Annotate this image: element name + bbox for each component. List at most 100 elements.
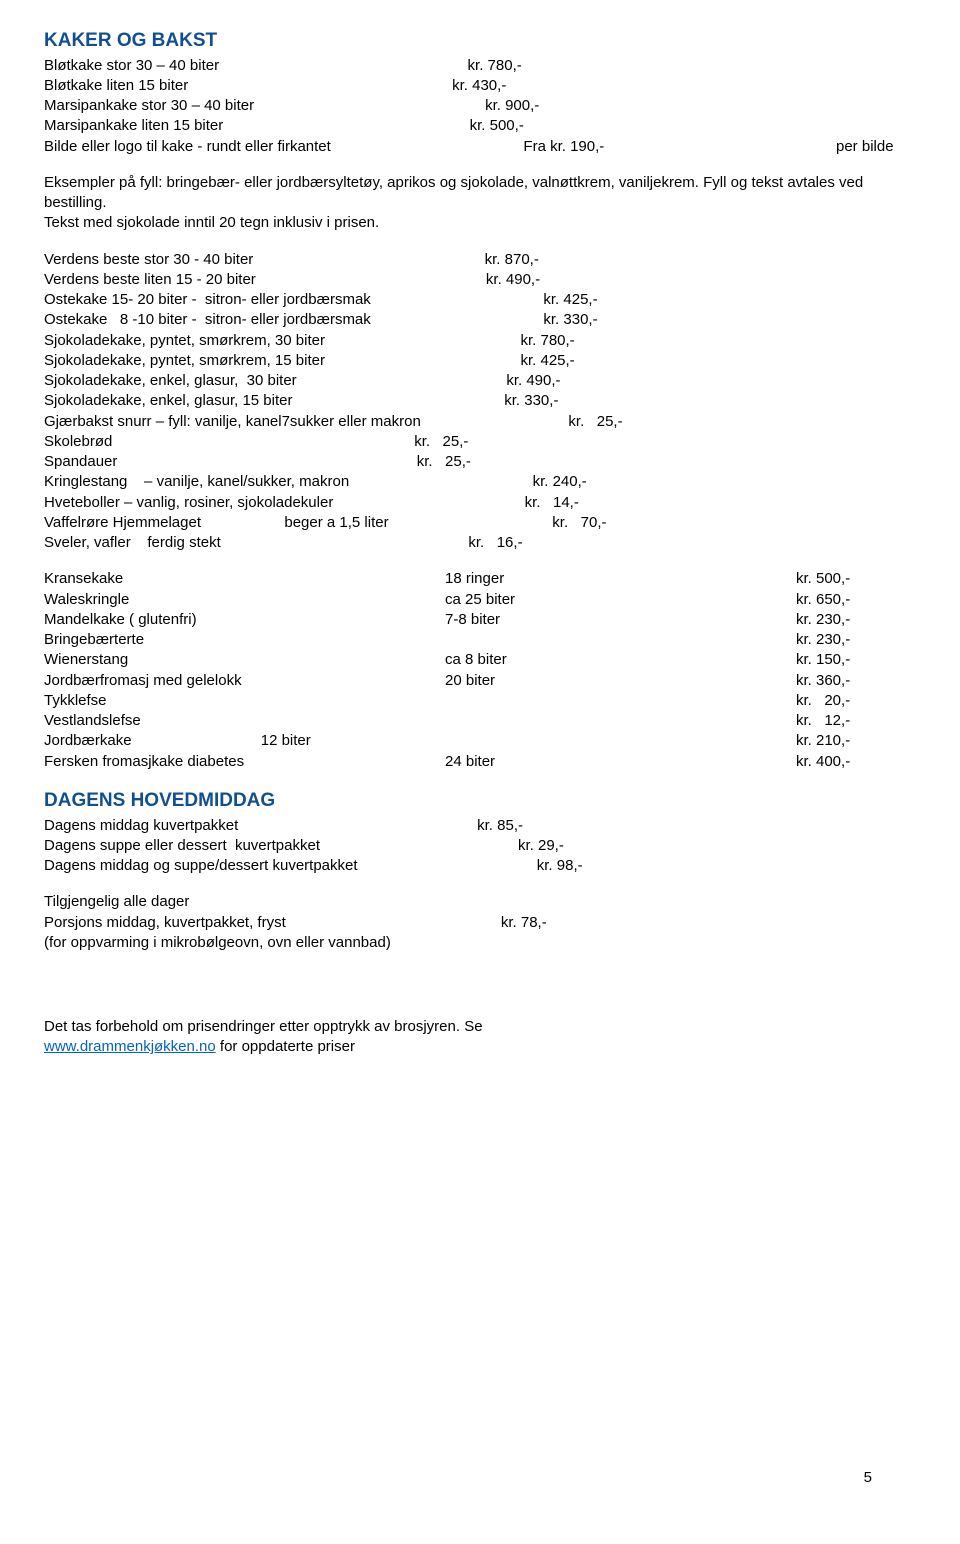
item-mid: 20 biter [445, 671, 725, 691]
item-label: Verdens beste stor 30 - 40 biter [44, 250, 253, 270]
item-price: kr. 12,- [796, 711, 916, 731]
item-mid: 7-8 biter [445, 610, 725, 630]
item-price: kr. 85,- [477, 816, 597, 836]
item-label: Sjokoladekake, pyntet, smørkrem, 15 bite… [44, 351, 325, 371]
footer-link[interactable]: www.drammenkjøkken.no [44, 1038, 216, 1055]
item-mid [445, 711, 725, 731]
spacer [44, 876, 916, 892]
item-price: kr. 780,- [520, 331, 640, 351]
item-label: Sjokoladekake, enkel, glasur, 15 biter [44, 391, 293, 411]
item-price: kr. 29,- [518, 836, 638, 856]
item-label: Vestlandslefse [44, 711, 374, 731]
item-label: Jordbærfromasj med gelelokk [44, 671, 374, 691]
item-label: Bilde eller logo til kake - rundt eller … [44, 137, 331, 157]
item-label: Bløtkake liten 15 biter [44, 76, 188, 96]
item-label: Vaffelrøre Hjemmelaget beger a 1,5 liter [44, 513, 389, 533]
price-row: Marsipankake stor 30 – 40 biterkr. 900,- [44, 96, 916, 116]
item-label: Marsipankake stor 30 – 40 biter [44, 96, 254, 116]
price-row: Bilde eller logo til kake - rundt eller … [44, 137, 916, 157]
price-row: Sveler, vafler ferdig stektkr. 16,- [44, 533, 916, 553]
item-label: Sjokoladekake, pyntet, smørkrem, 30 bite… [44, 331, 325, 351]
item-price: kr. 870,- [485, 250, 605, 270]
paragraph-fyll: Eksempler på fyll: bringebær- eller jord… [44, 173, 916, 234]
item-price: kr. 500,- [470, 116, 590, 136]
item-price: Fra kr. 190,- [523, 137, 643, 157]
item-label: Kringlestang – vanilje, kanel/sukker, ma… [44, 472, 349, 492]
item-mid: ca 25 biter [445, 590, 725, 610]
item-price: kr. 20,- [796, 691, 916, 711]
item-price: kr. 425,- [543, 290, 663, 310]
section-kaker: KAKER OG BAKST Bløtkake stor 30 – 40 bit… [44, 28, 916, 772]
item-price [553, 933, 673, 953]
item-label: Dagens suppe eller dessert kuvertpakket [44, 836, 320, 856]
page-number: 5 [864, 1468, 872, 1488]
price-row: (for oppvarming i mikrobølgeovn, ovn ell… [44, 933, 916, 953]
item-label: Sjokoladekake, enkel, glasur, 30 biter [44, 371, 297, 391]
price-list-1: Bløtkake stor 30 – 40 biterkr. 780,-Bløt… [44, 56, 916, 157]
item-price: kr. 150,- [796, 650, 916, 670]
price-row: Bløtkake stor 30 – 40 biterkr. 780,- [44, 56, 916, 76]
item-label: Tykklefse [44, 691, 374, 711]
price-list-4: Dagens middag kuvertpakketkr. 85,-Dagens… [44, 816, 916, 877]
item-price: kr. 330,- [504, 391, 624, 411]
item-label: Kransekake [44, 569, 374, 589]
item-price: kr. 425,- [520, 351, 640, 371]
price-row: Verdens beste liten 15 - 20 biterkr. 490… [44, 270, 916, 290]
item-price: kr. 780,- [468, 56, 588, 76]
item-mid [445, 691, 725, 711]
item-price: kr. 490,- [506, 371, 626, 391]
item-mid [445, 630, 725, 650]
price-row: Mandelkake ( glutenfri) 7-8 biter kr. 230,… [44, 610, 916, 630]
price-row: Skolebrødkr. 25,- [44, 432, 916, 452]
price-row: Hveteboller – vanlig, rosiner, sjokolade… [44, 493, 916, 513]
price-row: Dagens middag og suppe/dessert kuvertpak… [44, 856, 916, 876]
item-mid [445, 731, 725, 751]
price-row: Gjærbakst snurr – fyll: vanilje, kanel7s… [44, 412, 916, 432]
section-title-kaker: KAKER OG BAKST [44, 28, 916, 54]
price-row: Sjokoladekake, pyntet, smørkrem, 15 bite… [44, 351, 916, 371]
item-mid: 18 ringer [445, 569, 725, 589]
price-row: Ostekake 15- 20 biter - sitron- eller jo… [44, 290, 916, 310]
price-row: Sjokoladekake, enkel, glasur, 15 biter kr… [44, 391, 916, 411]
item-price: kr. 500,- [796, 569, 916, 589]
item-price: kr. 400,- [796, 752, 916, 772]
item-price: kr. 98,- [537, 856, 657, 876]
item-price: kr. 230,- [796, 630, 916, 650]
section-middag: DAGENS HOVEDMIDDAG Dagens middag kuvertp… [44, 788, 916, 953]
price-row: Spandauer kr. 25,- [44, 452, 916, 472]
item-label: Porsjons middag, kuvertpakket, fryst [44, 913, 286, 933]
section-title-middag: DAGENS HOVEDMIDDAG [44, 788, 916, 814]
spacer [44, 553, 916, 569]
price-row: Marsipankake liten 15 biterkr. 500,- [44, 116, 916, 136]
item-label: Tilgjengelig alle dager [44, 892, 189, 912]
item-price: kr. 14,- [525, 493, 645, 513]
item-label: Ostekake 15- 20 biter - sitron- eller jo… [44, 290, 371, 310]
item-label: (for oppvarming i mikrobølgeovn, ovn ell… [44, 933, 391, 953]
item-label: Fersken fromasjkake diabetes [44, 752, 374, 772]
price-row: Ostekake 8 -10 biter - sitron- eller jor… [44, 310, 916, 330]
item-extra: per bilde [836, 137, 916, 157]
item-price: kr. 650,- [796, 590, 916, 610]
item-price: kr. 25,- [568, 412, 688, 432]
item-mid: ca 8 biter [445, 650, 725, 670]
price-row: Vaffelrøre Hjemmelaget beger a 1,5 liter… [44, 513, 916, 533]
item-label: Hveteboller – vanlig, rosiner, sjokolade… [44, 493, 333, 513]
item-label: Dagens middag og suppe/dessert kuvertpak… [44, 856, 358, 876]
price-row: Tykklefse kr. 20,- [44, 691, 916, 711]
item-label: Mandelkake ( glutenfri) [44, 610, 374, 630]
price-row: Fersken fromasjkake diabetes24 biterkr. … [44, 752, 916, 772]
item-price: kr. 78,- [501, 913, 621, 933]
item-label: Jordbærkake 12 biter [44, 731, 374, 751]
price-row: Porsjons middag, kuvertpakket, fryst kr. … [44, 913, 916, 933]
item-price: kr. 230,- [796, 610, 916, 630]
price-list-3: Kransekake18 ringerkr. 500,-Waleskringle… [44, 569, 916, 772]
price-row: Sjokoladekake, enkel, glasur, 30 biter kr… [44, 371, 916, 391]
spacer [44, 772, 916, 788]
price-row: Tilgjengelig alle dager [44, 892, 916, 912]
price-row: Dagens middag kuvertpakketkr. 85,- [44, 816, 916, 836]
item-label: Sveler, vafler ferdig stekt [44, 533, 221, 553]
footer-text-1: Det tas forbehold om prisendringer etter… [44, 1018, 483, 1035]
item-price: kr. 25,- [417, 452, 537, 472]
item-price: kr. 330,- [543, 310, 663, 330]
item-label: Spandauer [44, 452, 117, 472]
